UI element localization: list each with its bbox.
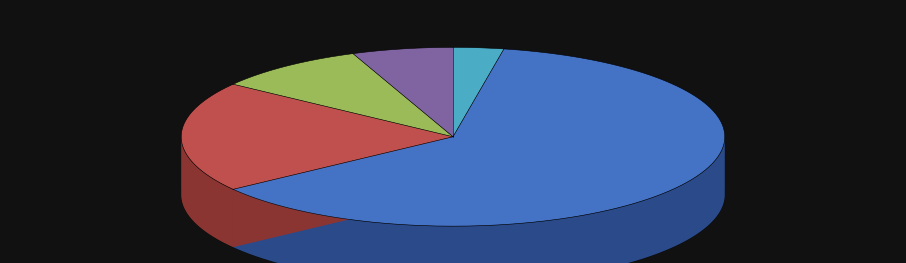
Polygon shape [233,54,453,137]
Polygon shape [233,137,453,247]
Polygon shape [233,137,453,247]
Polygon shape [233,138,725,263]
Polygon shape [181,84,453,189]
Polygon shape [353,47,453,137]
Polygon shape [181,137,233,247]
Polygon shape [233,49,725,226]
Polygon shape [453,47,504,137]
